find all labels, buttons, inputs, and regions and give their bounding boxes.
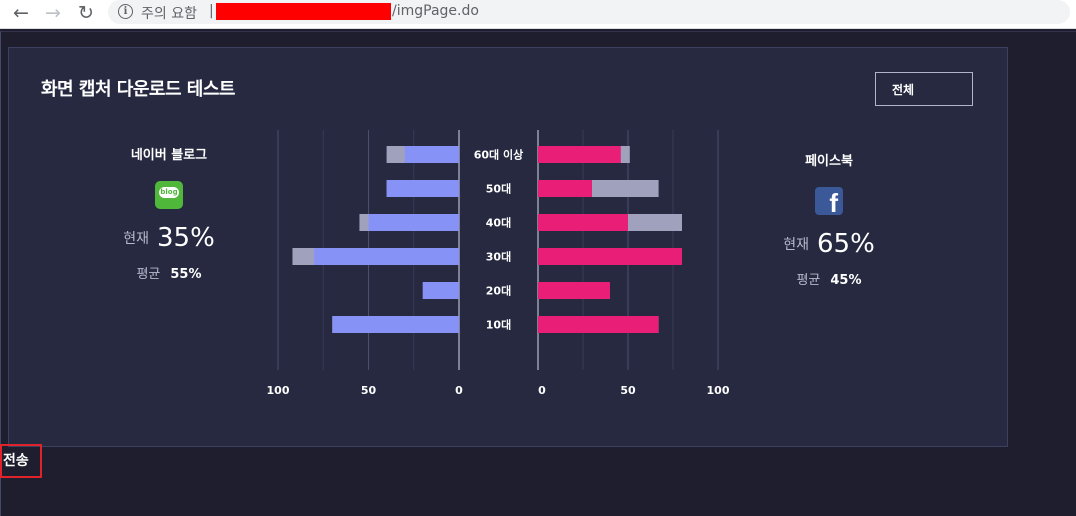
left-current-bar xyxy=(314,248,459,265)
back-arrow-icon[interactable]: ← xyxy=(13,2,29,24)
url-separator: | xyxy=(209,3,214,19)
x-tick-label: 100 xyxy=(707,384,730,397)
facebook-logo-text: f xyxy=(829,188,838,215)
send-button[interactable]: 전송 xyxy=(0,444,42,478)
x-tick-label: 0 xyxy=(455,384,463,397)
page-frame xyxy=(0,31,1076,516)
naver-average-value: 55% xyxy=(170,267,202,282)
x-tick-label: 0 xyxy=(538,384,546,397)
left-current-bar xyxy=(368,214,459,231)
x-tick-label: 50 xyxy=(620,384,636,397)
x-tick-label: 100 xyxy=(267,384,290,397)
naver-blog-summary: 네이버 블로그 blog 현재 35% 평균 55% xyxy=(89,144,249,282)
filter-select[interactable]: 전체 xyxy=(875,72,973,106)
address-bar[interactable]: i 주의 요함 | /imgPage.do xyxy=(108,0,1070,24)
facebook-logo: f xyxy=(815,187,843,215)
facebook-current-value: 65% xyxy=(816,229,875,259)
page-content: 화면 캡처 다운로드 테스트 전체 네이버 블로그 blog 현재 35% 평균 5… xyxy=(0,29,1076,516)
stats-panel: 화면 캡처 다운로드 테스트 전체 네이버 블로그 blog 현재 35% 평균 5… xyxy=(8,47,1008,447)
security-label[interactable]: 주의 요함 xyxy=(141,6,197,22)
left-current-bar xyxy=(332,316,459,333)
category-label: 40대 xyxy=(486,216,511,230)
x-tick-label: 50 xyxy=(361,384,377,397)
naver-average-label: 평균 xyxy=(136,267,161,282)
left-current-bar xyxy=(404,146,459,163)
info-icon[interactable]: i xyxy=(118,4,133,19)
right-current-bar xyxy=(538,282,610,299)
facebook-summary: 페이스북 f 현재 65% 평균 45% xyxy=(749,150,909,288)
left-current-bar xyxy=(386,180,459,197)
reload-icon[interactable]: ↻ xyxy=(78,2,94,24)
left-current-bar xyxy=(422,282,459,299)
right-current-bar xyxy=(538,214,628,231)
url-redaction xyxy=(216,3,391,20)
facebook-current-label: 현재 xyxy=(783,237,809,253)
page-title: 화면 캡처 다운로드 테스트 xyxy=(41,79,235,100)
naver-blog-name: 네이버 블로그 xyxy=(130,148,208,163)
facebook-name: 페이스북 xyxy=(805,154,853,169)
right-current-bar xyxy=(538,316,659,333)
naver-current-value: 35% xyxy=(156,223,215,253)
right-current-bar xyxy=(538,146,621,163)
browser-toolbar: ← → ↻ i 주의 요함 | /imgPage.do xyxy=(0,0,1076,29)
right-current-bar xyxy=(538,180,592,197)
facebook-average-value: 45% xyxy=(830,273,862,288)
category-label: 60대 이상 xyxy=(474,148,524,162)
naver-current-label: 현재 xyxy=(123,231,149,247)
category-label: 50대 xyxy=(486,182,511,196)
forward-arrow-icon[interactable]: → xyxy=(45,2,61,24)
age-bar-chart: 60대 이상 50대 40대 30대 20대 10대 100 50 0 0 50 100 xyxy=(267,130,730,397)
category-label: 30대 xyxy=(486,250,511,264)
blog-logo-text: blog xyxy=(159,187,179,198)
facebook-average-label: 평균 xyxy=(796,273,821,288)
category-label: 10대 xyxy=(486,318,511,332)
category-label: 20대 xyxy=(486,284,511,298)
right-current-bar xyxy=(538,248,682,265)
url-text[interactable]: /imgPage.do xyxy=(392,3,479,19)
naver-blog-logo: blog xyxy=(155,181,183,209)
